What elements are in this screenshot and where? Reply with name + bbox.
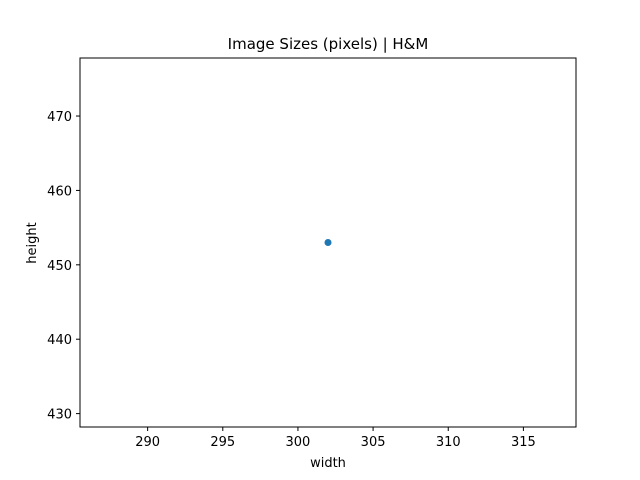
x-axis-label: width xyxy=(310,456,346,471)
y-tick-label: 440 xyxy=(47,333,72,348)
y-axis-ticks: 430 440 450 460 470 xyxy=(47,110,80,423)
x-axis-ticks: 290 295 300 305 310 315 xyxy=(135,427,536,450)
data-point xyxy=(324,239,332,246)
x-tick-label: 310 xyxy=(436,435,461,450)
y-tick-label: 430 xyxy=(47,408,72,423)
x-tick-label: 300 xyxy=(286,435,311,450)
y-tick-label: 470 xyxy=(47,110,72,125)
chart-title: Image Sizes (pixels) | H&M xyxy=(228,35,429,53)
data-points xyxy=(324,239,332,246)
x-tick-label: 305 xyxy=(361,435,386,450)
y-tick-label: 460 xyxy=(47,184,72,199)
x-tick-label: 295 xyxy=(210,435,235,450)
x-tick-label: 290 xyxy=(135,435,160,450)
x-tick-label: 315 xyxy=(511,435,536,450)
y-axis-label: height xyxy=(25,222,40,263)
plot-area-frame xyxy=(79,57,577,428)
y-tick-label: 450 xyxy=(47,259,72,274)
